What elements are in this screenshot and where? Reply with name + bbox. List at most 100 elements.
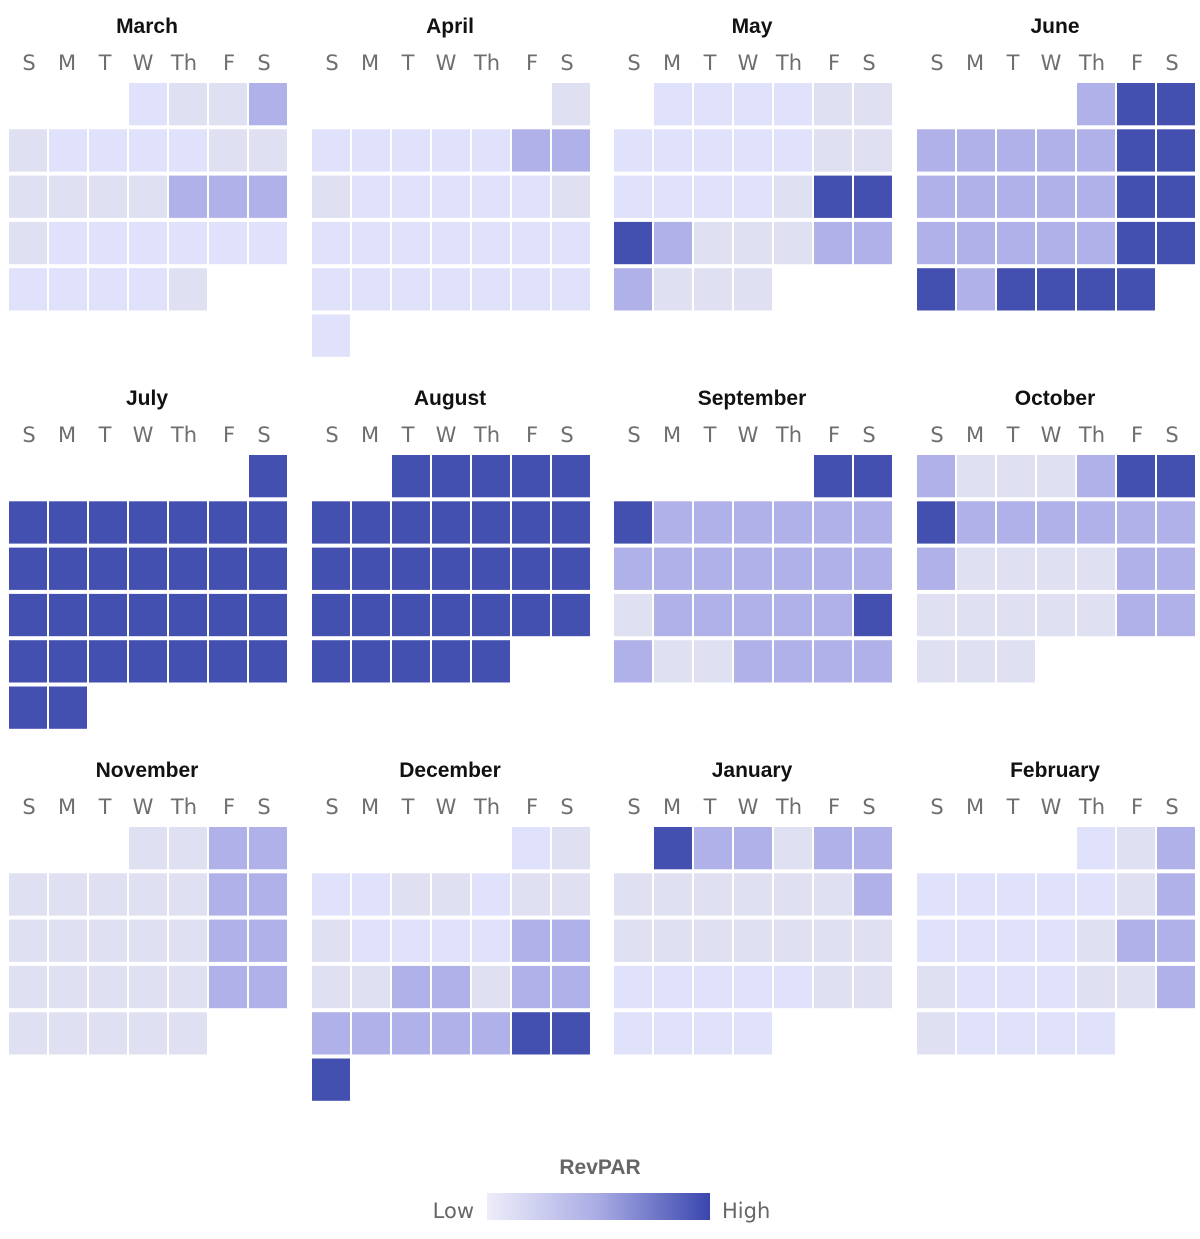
day-cell [550, 173, 592, 220]
day-cell [692, 545, 734, 592]
day-cell [1155, 81, 1197, 128]
day-cell [167, 81, 209, 128]
day-cell [510, 127, 552, 174]
weekday-label: S [862, 795, 875, 819]
day-cell [390, 545, 432, 592]
day-cell [127, 591, 169, 639]
day-cell [1075, 81, 1117, 128]
day-cell [1035, 963, 1077, 1011]
weekday-label: W [133, 423, 154, 447]
weekday-label: S [325, 423, 338, 447]
weekday-label: T [401, 795, 415, 819]
day-cell [915, 1010, 957, 1057]
day-cell [772, 638, 814, 685]
day-cell [87, 963, 129, 1011]
weekday-label: F [1131, 795, 1143, 819]
day-cell [732, 499, 774, 546]
day-cell [310, 1056, 352, 1103]
weekday-label: S [627, 423, 640, 447]
day-cell [612, 1010, 654, 1057]
day-cell [167, 1010, 209, 1057]
day-cell [852, 499, 894, 546]
day-cell [915, 266, 957, 313]
day-cell [995, 1010, 1037, 1057]
day-cell [247, 219, 289, 267]
day-cell [1155, 963, 1197, 1011]
day-cell [430, 638, 472, 685]
day-cell [510, 963, 552, 1011]
day-cell [812, 871, 854, 918]
day-cell [612, 963, 654, 1011]
weekday-label: Th [775, 795, 802, 819]
day-cell [310, 963, 352, 1011]
day-cell [167, 591, 209, 639]
day-cell [550, 266, 592, 313]
day-cell [1115, 499, 1157, 546]
day-cell [1115, 963, 1157, 1011]
day-cell [995, 963, 1037, 1011]
day-cell [310, 173, 352, 220]
month-title: November [96, 759, 199, 782]
day-cell [652, 917, 694, 964]
day-cell [1075, 1010, 1117, 1057]
day-cell [772, 127, 814, 174]
day-cell [430, 219, 472, 267]
day-cell [7, 871, 49, 918]
day-cell [127, 219, 169, 267]
day-cell [247, 545, 289, 592]
day-cell [955, 499, 997, 546]
weekday-label: F [223, 795, 235, 819]
weekday-label: S [22, 51, 35, 75]
day-cell [470, 173, 512, 220]
day-cell [1155, 591, 1197, 639]
weekday-label: S [560, 795, 573, 819]
day-cell [207, 917, 249, 964]
day-cell [7, 219, 49, 267]
day-cell [955, 591, 997, 639]
day-cell [207, 545, 249, 592]
day-cell [652, 499, 694, 546]
day-cell [390, 1010, 432, 1057]
day-cell [995, 499, 1037, 546]
day-cell [812, 963, 854, 1011]
day-cell [1155, 871, 1197, 918]
day-cell [732, 825, 774, 872]
day-cell [127, 825, 169, 872]
weekday-label: M [663, 795, 681, 819]
day-cell [207, 81, 249, 128]
day-cell [955, 127, 997, 174]
day-cell [652, 127, 694, 174]
day-cell [390, 917, 432, 964]
day-cell [7, 499, 49, 546]
day-cell [510, 545, 552, 592]
day-cell [812, 591, 854, 639]
day-cell [47, 266, 89, 313]
day-cell [915, 127, 957, 174]
day-cell [350, 127, 392, 174]
day-cell [87, 1010, 129, 1057]
day-cell [470, 638, 512, 685]
weekday-label: W [1041, 51, 1062, 75]
day-cell [247, 871, 289, 918]
weekday-label: Th [1078, 51, 1105, 75]
day-cell [732, 591, 774, 639]
day-cell [1115, 917, 1157, 964]
day-cell [852, 453, 894, 500]
day-cell [732, 545, 774, 592]
day-cell [550, 453, 592, 500]
weekday-label: F [1131, 423, 1143, 447]
day-cell [1115, 127, 1157, 174]
weekday-label: M [58, 795, 76, 819]
day-cell [732, 219, 774, 267]
day-cell [310, 219, 352, 267]
day-cell [955, 963, 997, 1011]
day-cell [247, 127, 289, 174]
weekday-label: Th [1078, 795, 1105, 819]
day-cell [1075, 917, 1117, 964]
day-cell [812, 81, 854, 128]
day-cell [732, 127, 774, 174]
legend-high-label: High [722, 1199, 770, 1223]
weekday-label: S [1165, 51, 1178, 75]
